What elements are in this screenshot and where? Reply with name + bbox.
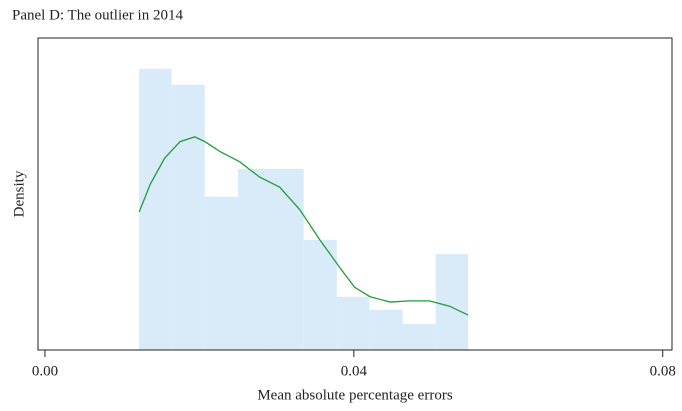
histogram-bar — [369, 309, 403, 350]
chart-title: Panel D: The outlier in 2014 — [12, 7, 183, 23]
histogram-bar — [270, 168, 304, 350]
histogram-bar — [402, 323, 436, 350]
plot-frame — [37, 37, 673, 351]
histogram-bar — [238, 168, 271, 350]
histogram-bar — [139, 68, 172, 350]
histogram-bar — [336, 296, 370, 350]
histogram-bar — [303, 239, 337, 350]
histogram-bar — [204, 196, 239, 350]
x-axis-label: Mean absolute percentage errors — [257, 387, 452, 403]
x-tick-label: 0.08 — [650, 363, 676, 379]
histogram-bar — [435, 254, 469, 350]
x-tick-label: 0.00 — [32, 363, 58, 379]
histogram-bar — [171, 84, 205, 351]
density-curve — [138, 136, 469, 316]
y-axis-label: Density — [11, 170, 27, 217]
x-tick-label: 0.04 — [341, 363, 368, 379]
